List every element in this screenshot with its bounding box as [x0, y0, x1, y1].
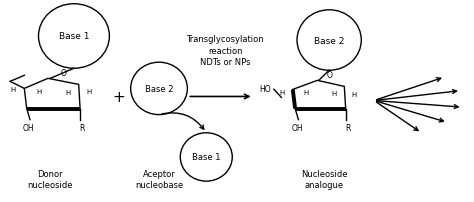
Text: Transglycosylation
reaction
NDTs or NPs: Transglycosylation reaction NDTs or NPs — [186, 35, 264, 67]
Text: Nucleoside
analogue: Nucleoside analogue — [301, 169, 348, 189]
Text: Base 2: Base 2 — [145, 84, 173, 94]
Text: H: H — [87, 88, 92, 94]
Text: HO: HO — [260, 84, 271, 94]
Text: H: H — [36, 88, 41, 94]
Text: Base 1: Base 1 — [59, 32, 89, 41]
Text: O: O — [60, 69, 66, 78]
Text: OH: OH — [22, 123, 34, 132]
Text: Base 2: Base 2 — [314, 36, 344, 45]
Text: H: H — [279, 90, 284, 96]
Text: +: + — [112, 89, 125, 104]
Text: O: O — [326, 71, 332, 80]
Text: H: H — [331, 91, 337, 97]
Text: Aceptor
nucleobase: Aceptor nucleobase — [135, 169, 183, 189]
Text: R: R — [79, 123, 85, 132]
Text: R: R — [346, 123, 351, 132]
Text: OH: OH — [291, 123, 303, 132]
Text: Donor
nucleoside: Donor nucleoside — [27, 169, 73, 189]
Text: H: H — [352, 92, 357, 98]
Text: H: H — [304, 90, 309, 96]
Text: H: H — [65, 90, 71, 96]
Text: Base 1: Base 1 — [192, 153, 220, 162]
Text: H: H — [10, 87, 16, 93]
